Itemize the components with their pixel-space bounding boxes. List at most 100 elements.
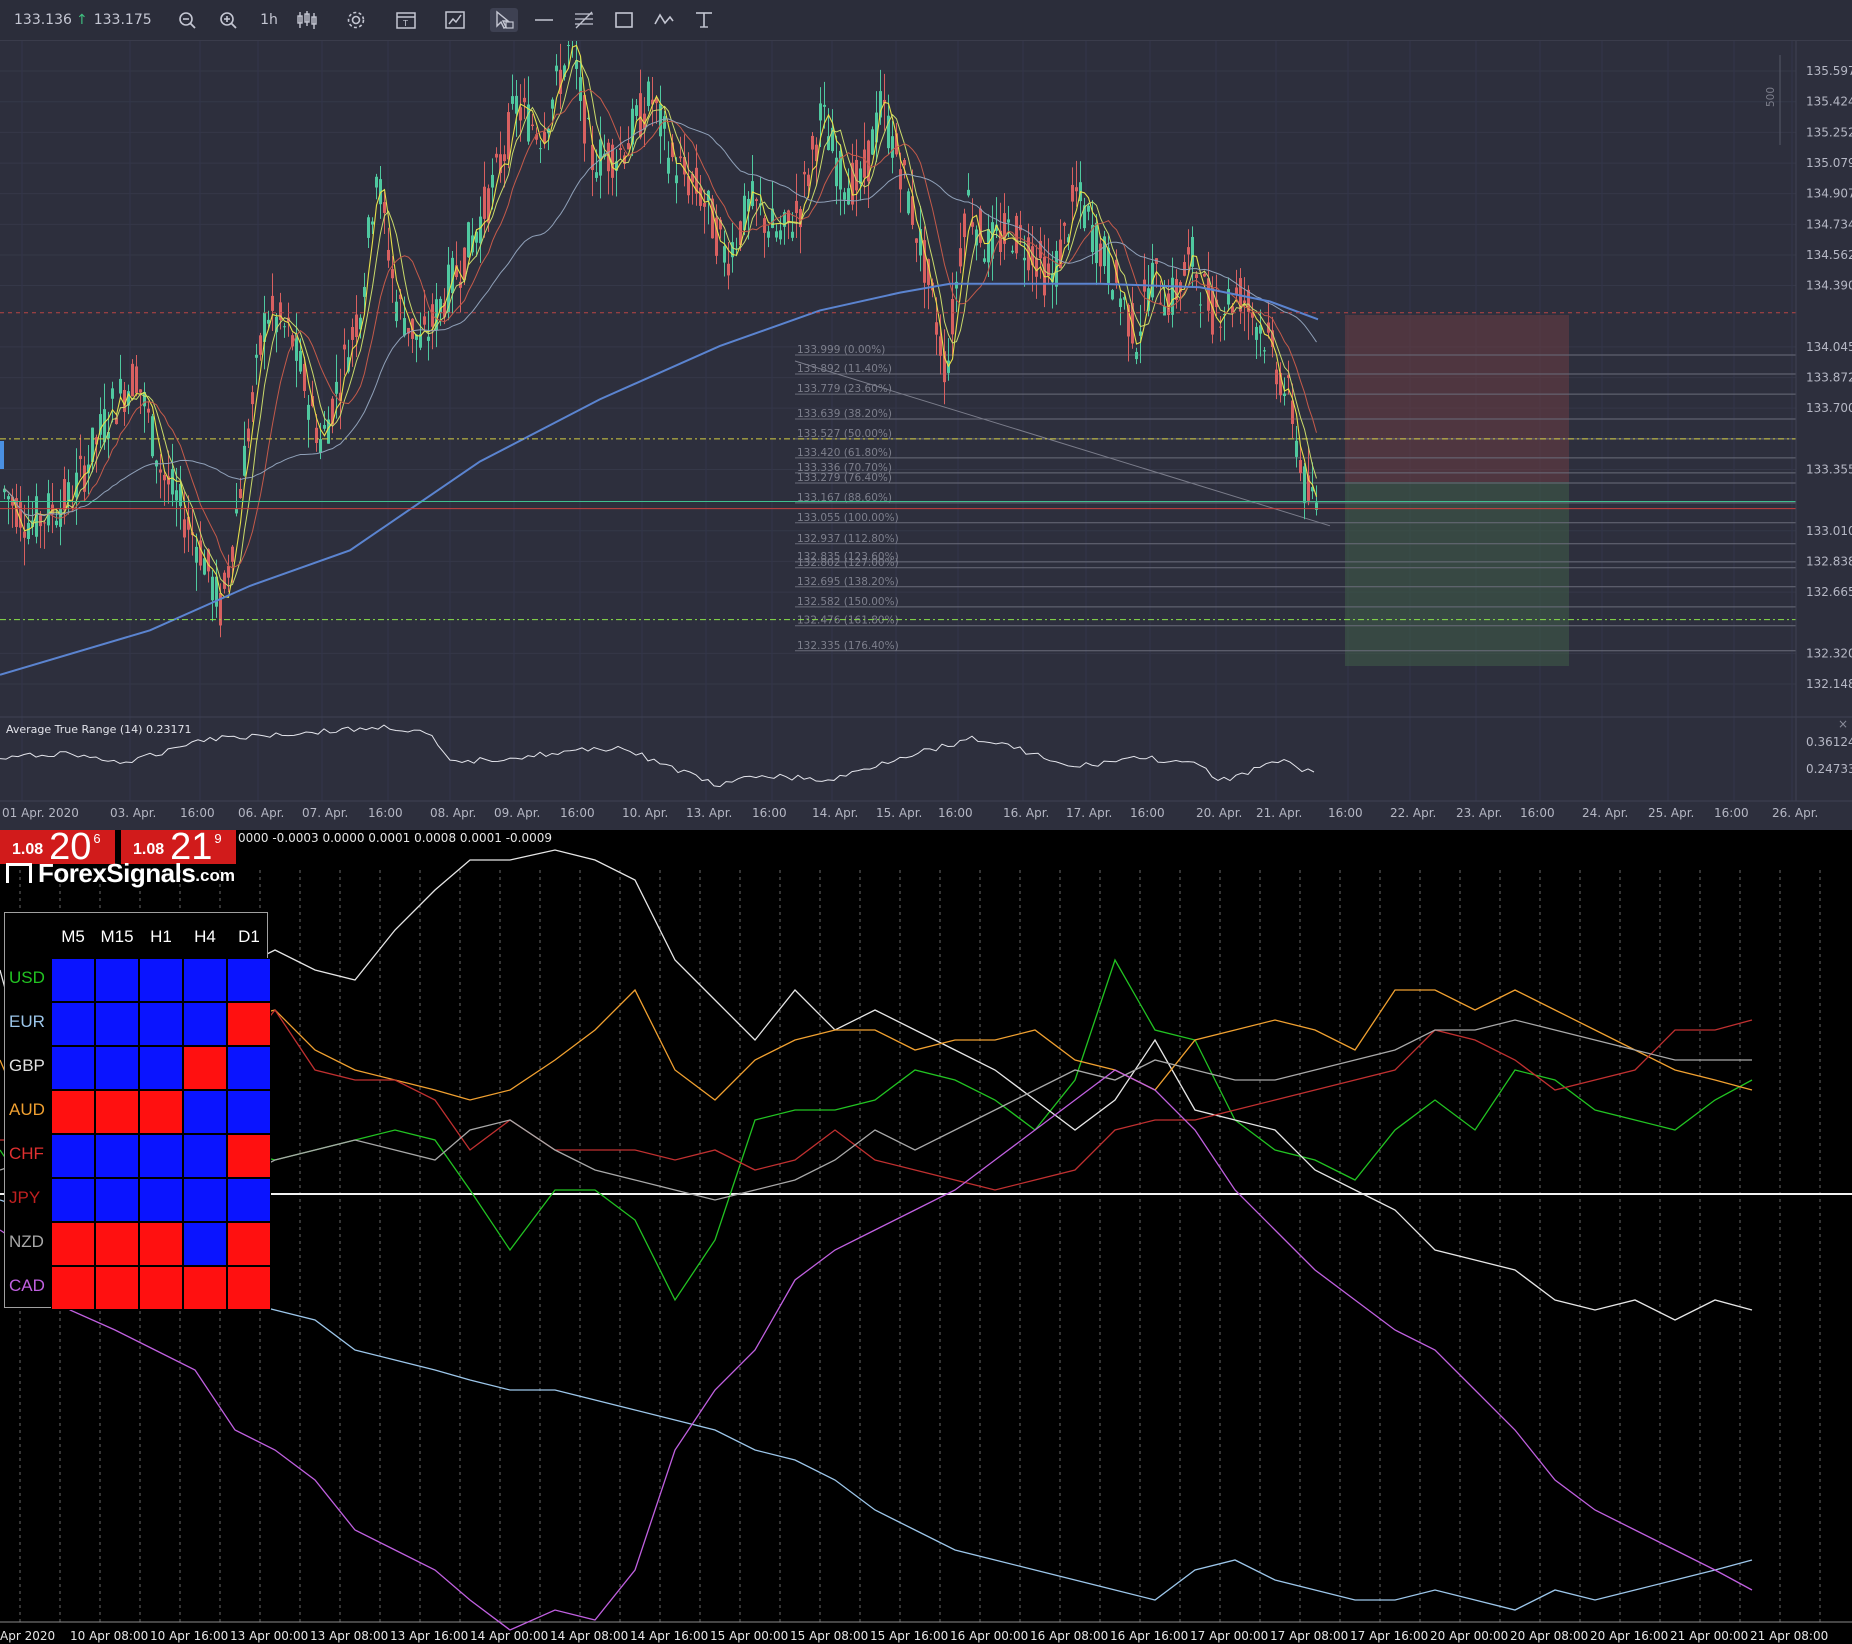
- candle-body: [723, 246, 726, 263]
- candle-body: [679, 156, 682, 159]
- candle-body: [403, 318, 406, 336]
- candle-body: [615, 161, 618, 171]
- matrix-cell: [183, 1266, 227, 1310]
- candle-body: [95, 437, 98, 445]
- text-tool-icon[interactable]: [690, 8, 718, 32]
- wave-icon[interactable]: [650, 8, 678, 32]
- time-tick-label: 16:00: [1714, 806, 1749, 820]
- candle-body: [515, 95, 518, 114]
- candle-body: [895, 133, 898, 155]
- candle-body: [1315, 502, 1318, 510]
- candle-body: [7, 496, 10, 500]
- rectangle-icon[interactable]: [610, 8, 638, 32]
- candle-body: [907, 191, 910, 214]
- candle-body: [115, 417, 118, 425]
- candle-body: [1247, 289, 1250, 312]
- candle-body: [915, 238, 918, 243]
- zoom-in-icon[interactable]: [214, 8, 242, 32]
- candle-body: [875, 112, 878, 143]
- price-tick-label: 135.252: [1806, 125, 1852, 139]
- candle-body: [347, 357, 350, 372]
- candle-body: [555, 65, 558, 72]
- candle-body: [939, 336, 942, 356]
- candle-body: [243, 445, 246, 476]
- candle-body: [395, 301, 398, 322]
- candle-body: [587, 117, 590, 119]
- strength-line: [0, 1199, 1753, 1611]
- strength-time-label: Apr 2020: [0, 1629, 55, 1643]
- fib-label: 132.695 (138.20%): [797, 576, 899, 588]
- ask-price-value: 133.175: [93, 12, 152, 28]
- candle-body: [511, 96, 514, 104]
- candle-body: [1115, 259, 1118, 283]
- strength-line: [0, 1069, 1753, 1631]
- cursor-icon[interactable]: [490, 8, 518, 32]
- candle-body: [171, 469, 174, 495]
- candle-body: [1111, 290, 1114, 300]
- candle-body: [703, 202, 706, 207]
- template-icon[interactable]: T: [392, 8, 420, 32]
- gear-icon[interactable]: [342, 8, 370, 32]
- horizontal-line-icon[interactable]: [530, 8, 558, 32]
- candle-body: [271, 295, 274, 311]
- candle-body: [591, 144, 594, 171]
- price-chart-canvas[interactable]: 133.999 (0.00%) 133.892 (11.40%) 133.779 (…: [0, 41, 1852, 830]
- candle-body: [1227, 289, 1230, 305]
- fib-label: 132.335 (176.40%): [797, 640, 899, 652]
- time-tick-label: 07. Apr.: [302, 806, 348, 820]
- volume-scale-label: 500: [1765, 87, 1777, 107]
- candle-body: [251, 392, 254, 405]
- fib-label: 133.527 (50.00%): [797, 428, 892, 440]
- matrix-cell: [183, 958, 227, 1002]
- time-tick-label: 26. Apr.: [1772, 806, 1818, 820]
- candle-body: [1163, 305, 1166, 316]
- timeframe-button[interactable]: 1h: [260, 12, 278, 28]
- target-zone: [1345, 482, 1569, 666]
- strength-line: [0, 849, 1753, 1321]
- candle-body: [1283, 393, 1286, 397]
- candle-body: [1291, 400, 1294, 424]
- strength-time-label: 15 Apr 08:00: [790, 1629, 868, 1643]
- candle-body: [819, 103, 822, 121]
- candle-body: [1255, 326, 1258, 340]
- indicator-icon[interactable]: [441, 8, 469, 32]
- time-tick-label: 16:00: [938, 806, 973, 820]
- candle-body: [1123, 297, 1126, 300]
- price-tick-label: 133.355: [1806, 462, 1852, 476]
- candle-body: [1271, 330, 1274, 348]
- fibonacci-levels[interactable]: 133.999 (0.00%) 133.892 (11.40%) 133.779 (…: [794, 344, 1796, 652]
- candle-body: [827, 136, 830, 151]
- matrix-cell: [51, 1090, 95, 1134]
- candle-body: [55, 520, 58, 526]
- candle-body: [1191, 236, 1194, 267]
- candle-body: [551, 99, 554, 109]
- candle-body: [683, 156, 686, 175]
- candle-body: [491, 174, 494, 188]
- strength-time-label: 21 Apr 08:00: [1750, 1629, 1828, 1643]
- candle-body: [127, 391, 130, 406]
- strength-time-label: 16 Apr 16:00: [1110, 1629, 1188, 1643]
- candle-body: [183, 519, 186, 538]
- candle-body: [15, 498, 18, 527]
- matrix-cell: [95, 1046, 139, 1090]
- candle-body: [927, 259, 930, 285]
- candle-body: [143, 392, 146, 407]
- matrix-row-label-aud: AUD: [9, 1100, 45, 1119]
- candle-body: [599, 139, 602, 176]
- candle-body: [295, 333, 298, 361]
- candle-body: [447, 264, 450, 314]
- time-tick-label: 16:00: [1130, 806, 1165, 820]
- zoom-out-icon[interactable]: [173, 8, 201, 32]
- fib-label: 132.582 (150.00%): [797, 596, 899, 608]
- price-tick-label: 135.597: [1806, 64, 1852, 78]
- price-chart-panel[interactable]: 133.999 (0.00%) 133.892 (11.40%) 133.779 (…: [0, 41, 1852, 830]
- matrix-cell: [183, 1046, 227, 1090]
- strength-matrix: M5 M15 H1 H4 D1 USD EUR GBP AUD CHF JPY NZD CAD: [4, 912, 271, 1310]
- trade-lines[interactable]: 134.237133.527133.175132.510: [0, 303, 1852, 629]
- fib-label: 133.279 (76.40%): [797, 472, 892, 484]
- fib-icon[interactable]: [570, 8, 598, 32]
- matrix-row-label-usd: USD: [9, 968, 45, 987]
- candle-body: [367, 217, 370, 238]
- candles-icon[interactable]: [293, 8, 321, 32]
- candle-body: [739, 221, 742, 246]
